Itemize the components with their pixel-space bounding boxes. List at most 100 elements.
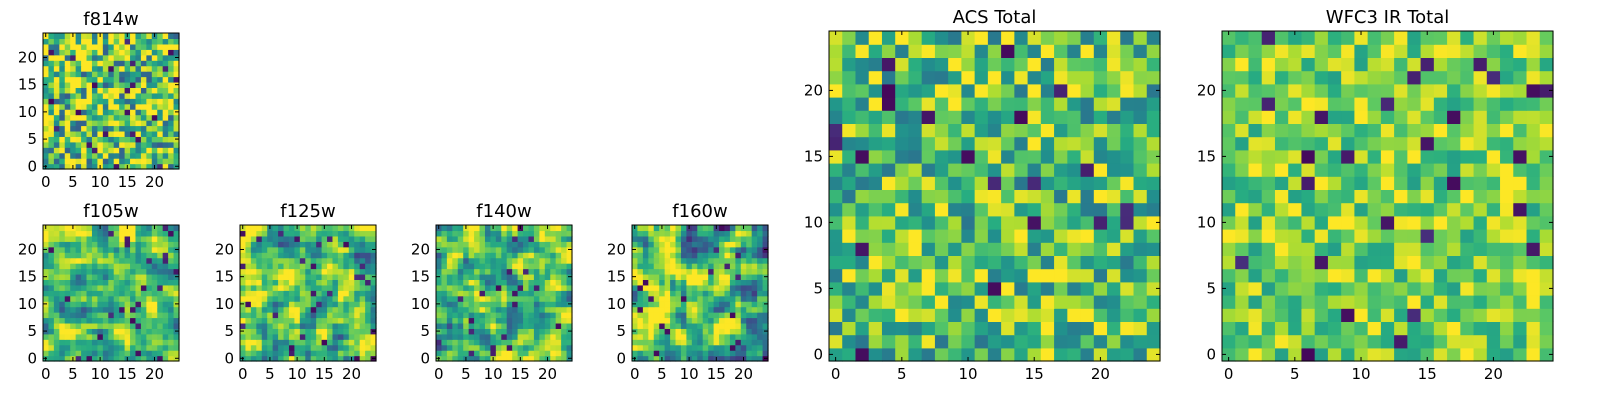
heatmap-cell	[86, 125, 93, 132]
heatmap-cell	[648, 333, 655, 340]
heatmap-cell	[130, 301, 137, 308]
heatmap-cell	[119, 317, 126, 324]
heatmap-cell	[934, 70, 949, 85]
heatmap-cell	[1433, 321, 1448, 336]
heatmap-cell	[332, 230, 339, 237]
heatmap-cell	[168, 71, 175, 78]
heatmap-cell	[729, 306, 736, 313]
heatmap-cell	[1235, 110, 1250, 124]
heatmap-cell	[708, 333, 715, 340]
heatmap-cell	[70, 141, 77, 148]
heatmap-cell	[91, 141, 98, 148]
heatmap-cell	[842, 229, 857, 243]
heatmap-cell	[294, 350, 301, 357]
heatmap-cell	[157, 54, 164, 61]
heatmap-cell	[506, 317, 513, 324]
heatmap-cell	[659, 301, 666, 308]
heatmap-cell	[523, 235, 530, 242]
heatmap-cell	[86, 71, 93, 78]
heatmap-cell	[256, 333, 263, 340]
heatmap-cell	[680, 339, 687, 346]
heatmap-cell	[1407, 321, 1422, 336]
heatmap-cell	[680, 279, 687, 286]
heatmap-cell	[81, 301, 88, 308]
heatmap-cell	[1314, 31, 1329, 45]
heatmap-cell	[441, 225, 448, 232]
heatmap-cell	[446, 290, 453, 297]
heatmap-cell	[81, 114, 88, 121]
heatmap-cell	[452, 290, 459, 297]
heatmap-cell	[1539, 176, 1554, 190]
heatmap-cell	[1380, 110, 1395, 124]
heatmap-cell	[637, 257, 644, 264]
heatmap-cell	[528, 263, 535, 270]
heatmap-cell	[245, 290, 252, 297]
heatmap-cell	[146, 355, 153, 362]
heatmap-cell	[908, 308, 923, 322]
heatmap-cell	[895, 31, 910, 45]
heatmap-cell	[102, 136, 109, 143]
heatmap-cell	[512, 339, 519, 346]
heatmap-cell	[288, 301, 295, 308]
heatmap-cell	[81, 252, 88, 259]
heatmap-cell	[1394, 229, 1408, 243]
heatmap-cell	[124, 136, 131, 143]
y-tick-label: 5	[1206, 279, 1216, 297]
heatmap-cell	[528, 295, 535, 302]
heatmap-cell	[370, 290, 377, 297]
heatmap-cell	[130, 54, 137, 61]
heatmap-cell	[961, 83, 976, 98]
heatmap-cell	[359, 328, 366, 335]
heatmap-cell	[1513, 268, 1528, 283]
heatmap-cell	[113, 163, 120, 170]
heatmap-cell	[102, 333, 109, 340]
heatmap-cell	[1380, 255, 1395, 270]
heatmap-cell	[1133, 163, 1148, 177]
heatmap-cell	[1235, 44, 1250, 58]
heatmap-cell	[294, 246, 301, 253]
heatmap-cell	[566, 225, 573, 232]
heatmap-cell	[173, 339, 180, 346]
heatmap-cell	[446, 284, 453, 291]
heatmap-cell	[686, 284, 693, 291]
heatmap-cell	[64, 328, 71, 335]
heatmap-cell	[501, 263, 508, 270]
heatmap-cell	[1248, 321, 1263, 336]
heatmap-cell	[151, 141, 158, 148]
heatmap-cell	[1001, 97, 1015, 111]
heatmap-cell	[135, 322, 142, 329]
heatmap-cell	[140, 109, 147, 116]
heatmap-cell	[1120, 321, 1135, 336]
heatmap-cell	[1146, 70, 1161, 85]
heatmap-cell	[321, 344, 328, 351]
heatmap-cell	[130, 268, 137, 275]
heatmap-cell	[124, 109, 131, 116]
heatmap-cell	[517, 241, 524, 248]
heatmap-cell	[670, 355, 677, 362]
heatmap-cell	[1014, 123, 1029, 138]
heatmap-cell	[751, 263, 758, 270]
heatmap-cell	[1288, 83, 1303, 98]
heatmap-cell	[168, 60, 175, 67]
heatmap-cell	[528, 241, 535, 248]
heatmap-cell	[299, 344, 306, 351]
heatmap-cell	[908, 149, 923, 164]
heatmap-cell	[1248, 202, 1263, 217]
heatmap-cell	[751, 252, 758, 259]
heatmap-cell	[829, 308, 843, 322]
heatmap-cell	[1327, 334, 1342, 349]
heatmap-cell	[637, 230, 644, 237]
heatmap-cell	[1133, 268, 1148, 283]
heatmap-cell	[468, 333, 475, 340]
heatmap-cell	[316, 350, 323, 357]
heatmap-cell	[697, 279, 704, 286]
heatmap-cell	[321, 317, 328, 324]
heatmap-cell	[113, 301, 120, 308]
heatmap-cell	[697, 230, 704, 237]
heatmap-cell	[740, 317, 747, 324]
heatmap-cell	[751, 241, 758, 248]
heatmap-cell	[1054, 229, 1068, 243]
heatmap-cell	[934, 268, 949, 283]
heatmap-cell	[1274, 110, 1289, 124]
heatmap-cell	[348, 252, 355, 259]
